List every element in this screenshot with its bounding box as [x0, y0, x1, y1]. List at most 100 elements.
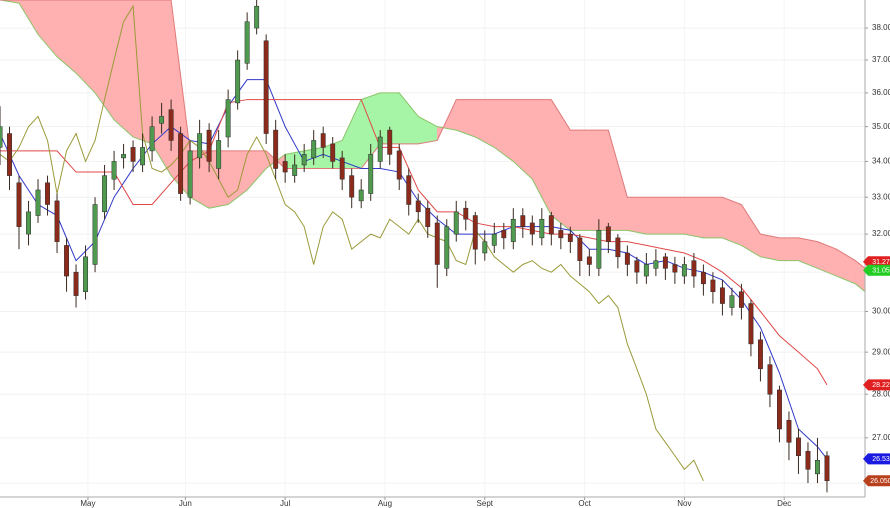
candle-body [396, 150, 402, 180]
candle-body [472, 215, 478, 250]
candle-body [64, 245, 69, 277]
indicator-line [0, 4, 704, 481]
y-tick-label: 37.00 [872, 55, 890, 64]
cloud-segment [132, 0, 153, 145]
candle-body [377, 136, 383, 162]
candle-body [824, 455, 830, 482]
candle-body [216, 140, 222, 169]
candle-body [320, 133, 326, 148]
price-tag [863, 256, 890, 268]
x-tick-label: Nov [677, 499, 691, 508]
cloud-segment [817, 241, 837, 277]
candle-body [330, 143, 336, 162]
plot-area [0, 0, 865, 497]
candle-body [263, 40, 269, 134]
candle-body [339, 157, 345, 180]
cloud-segment [589, 129, 609, 231]
candle-body [567, 233, 573, 242]
candle-body [786, 419, 792, 443]
candle-body [406, 175, 412, 205]
x-tick-label: Oct [578, 499, 591, 508]
cloud-segment [798, 237, 818, 269]
candle-body [444, 226, 450, 269]
candle-body [777, 389, 782, 430]
cloud-segment [608, 130, 628, 231]
cloud-segment [646, 196, 666, 235]
price-tag [863, 453, 890, 465]
candle-body [102, 175, 108, 213]
candle-body [662, 256, 668, 269]
x-tick-label: May [80, 499, 95, 508]
price-tag [863, 475, 890, 487]
cloud-segment [246, 150, 267, 191]
candle-body [653, 260, 659, 269]
cloud-segment [513, 99, 533, 180]
candle-body [577, 237, 583, 261]
cloud-segment [779, 237, 799, 261]
price-tag-label: 28.22 [872, 382, 890, 389]
x-tick-label: Dec [777, 499, 791, 508]
cloud-segment [760, 233, 780, 261]
candle-body [45, 182, 50, 205]
price-tag [863, 264, 890, 276]
candle-body [282, 161, 288, 173]
candle-body [463, 207, 469, 220]
candle-body [615, 237, 621, 258]
x-tick-label: Aug [378, 499, 392, 508]
candle-body [624, 252, 630, 265]
span-a-line [0, 0, 865, 293]
candle-body [311, 140, 317, 159]
candle-body [349, 175, 355, 198]
candle-body [558, 230, 564, 239]
price-tag [863, 379, 890, 391]
candle-body [235, 59, 241, 104]
candle-body [54, 200, 60, 242]
cloud-segment [665, 196, 685, 235]
candle-body [178, 133, 184, 194]
y-tick-label: 32.00 [872, 229, 890, 238]
cloud-segment [684, 196, 704, 239]
candle-body [520, 215, 526, 227]
indicator-line [0, 99, 828, 386]
candle-body [539, 218, 545, 239]
candle-body [510, 218, 516, 242]
candle-body [643, 264, 649, 277]
candle-body [16, 182, 22, 227]
candle-body [168, 109, 174, 141]
y-tick-label: 36.00 [872, 88, 890, 97]
candle-body [482, 241, 488, 254]
price-tag-label: 31.05 [872, 268, 890, 275]
candle-body [605, 226, 611, 242]
candle-body [225, 99, 231, 138]
candle-body [206, 129, 212, 162]
candle-body [691, 260, 697, 277]
candle-body [187, 150, 193, 198]
y-tick-label: 29.00 [872, 347, 890, 356]
candle-body [672, 264, 678, 273]
y-tick-label: 35.00 [872, 122, 890, 131]
cloud-segment [398, 92, 419, 145]
y-tick-label: 38.00 [872, 23, 890, 32]
cloud-segment [570, 129, 590, 231]
candle-body [501, 230, 507, 239]
price-tag-label: 31.27 [872, 259, 890, 266]
candle-body [548, 215, 554, 235]
cloud-segment [75, 0, 96, 94]
price-tag-label: 26.53 [872, 456, 890, 463]
candle-body [815, 459, 820, 475]
cloud-segment [94, 0, 115, 121]
candle-body [415, 200, 421, 213]
candle-body [111, 161, 117, 180]
candle-body [273, 129, 279, 169]
candle-body [634, 260, 640, 273]
candle-body [254, 5, 260, 29]
candle-body [805, 450, 811, 470]
candle-body [453, 211, 459, 235]
candle-body [434, 222, 440, 265]
price-tag-label: 26.050 [870, 478, 890, 485]
cloud-segment [741, 203, 761, 258]
candle-body [140, 147, 146, 166]
candle-body [7, 133, 12, 176]
candle-body [491, 233, 497, 246]
